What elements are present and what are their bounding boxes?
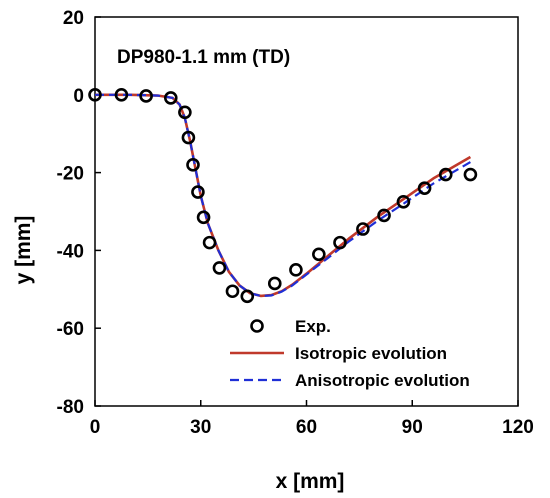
y-tick-label: 20 [63,8,84,29]
exp-data-point [114,88,129,102]
exp-data-point [396,194,411,209]
exp-data-point [202,235,217,250]
legend-label: Exp. [295,317,331,336]
isotropic-series-line [95,93,472,298]
y-axis-label: y [mm] [12,216,35,285]
exp-data-point [178,105,192,120]
exp-data-point [289,263,303,277]
exp-data-point [463,167,478,182]
legend-label: Isotropic evolution [295,344,447,363]
exp-data-point [333,235,347,250]
exp-data-point [191,185,205,199]
exp-data-point [181,130,196,145]
x-axis-label: x [mm] [276,470,345,493]
exp-data-point [240,289,255,304]
exp-data-point [356,222,370,236]
y-tick-label: -40 [57,241,84,262]
legend: Exp. Isotropic evolution Anisotropic evolu… [230,317,470,390]
exp-data-point [196,210,211,225]
exp-data-point [417,181,432,195]
exp-data-point [438,167,453,182]
y-tick-label: -80 [57,397,84,418]
exp-data-point [267,276,282,291]
exp-data-point [312,247,326,262]
exp-data-point [88,88,102,102]
chart-annotation: DP980-1.1 mm (TD) [117,47,290,68]
y-tick-label: -20 [57,164,84,185]
legend-marker-exp [250,319,264,333]
x-tick-label: 0 [90,417,101,438]
exp-data-point [377,208,391,223]
x-tick-label: 60 [296,417,317,438]
exp-data-point [212,261,227,275]
y-tick-label: 0 [73,86,84,107]
exp-data-point [139,89,153,103]
legend-label: Anisotropic evolution [295,371,470,390]
exp-data-point [225,284,240,299]
exp-data-point [163,91,178,105]
x-tick-label: 90 [402,417,423,438]
exp-data-point [186,158,200,172]
anisotropic-series-line [95,93,471,297]
x-tick-label: 120 [502,417,534,438]
x-tick-label: 30 [190,417,211,438]
y-tick-label: -60 [57,319,84,340]
